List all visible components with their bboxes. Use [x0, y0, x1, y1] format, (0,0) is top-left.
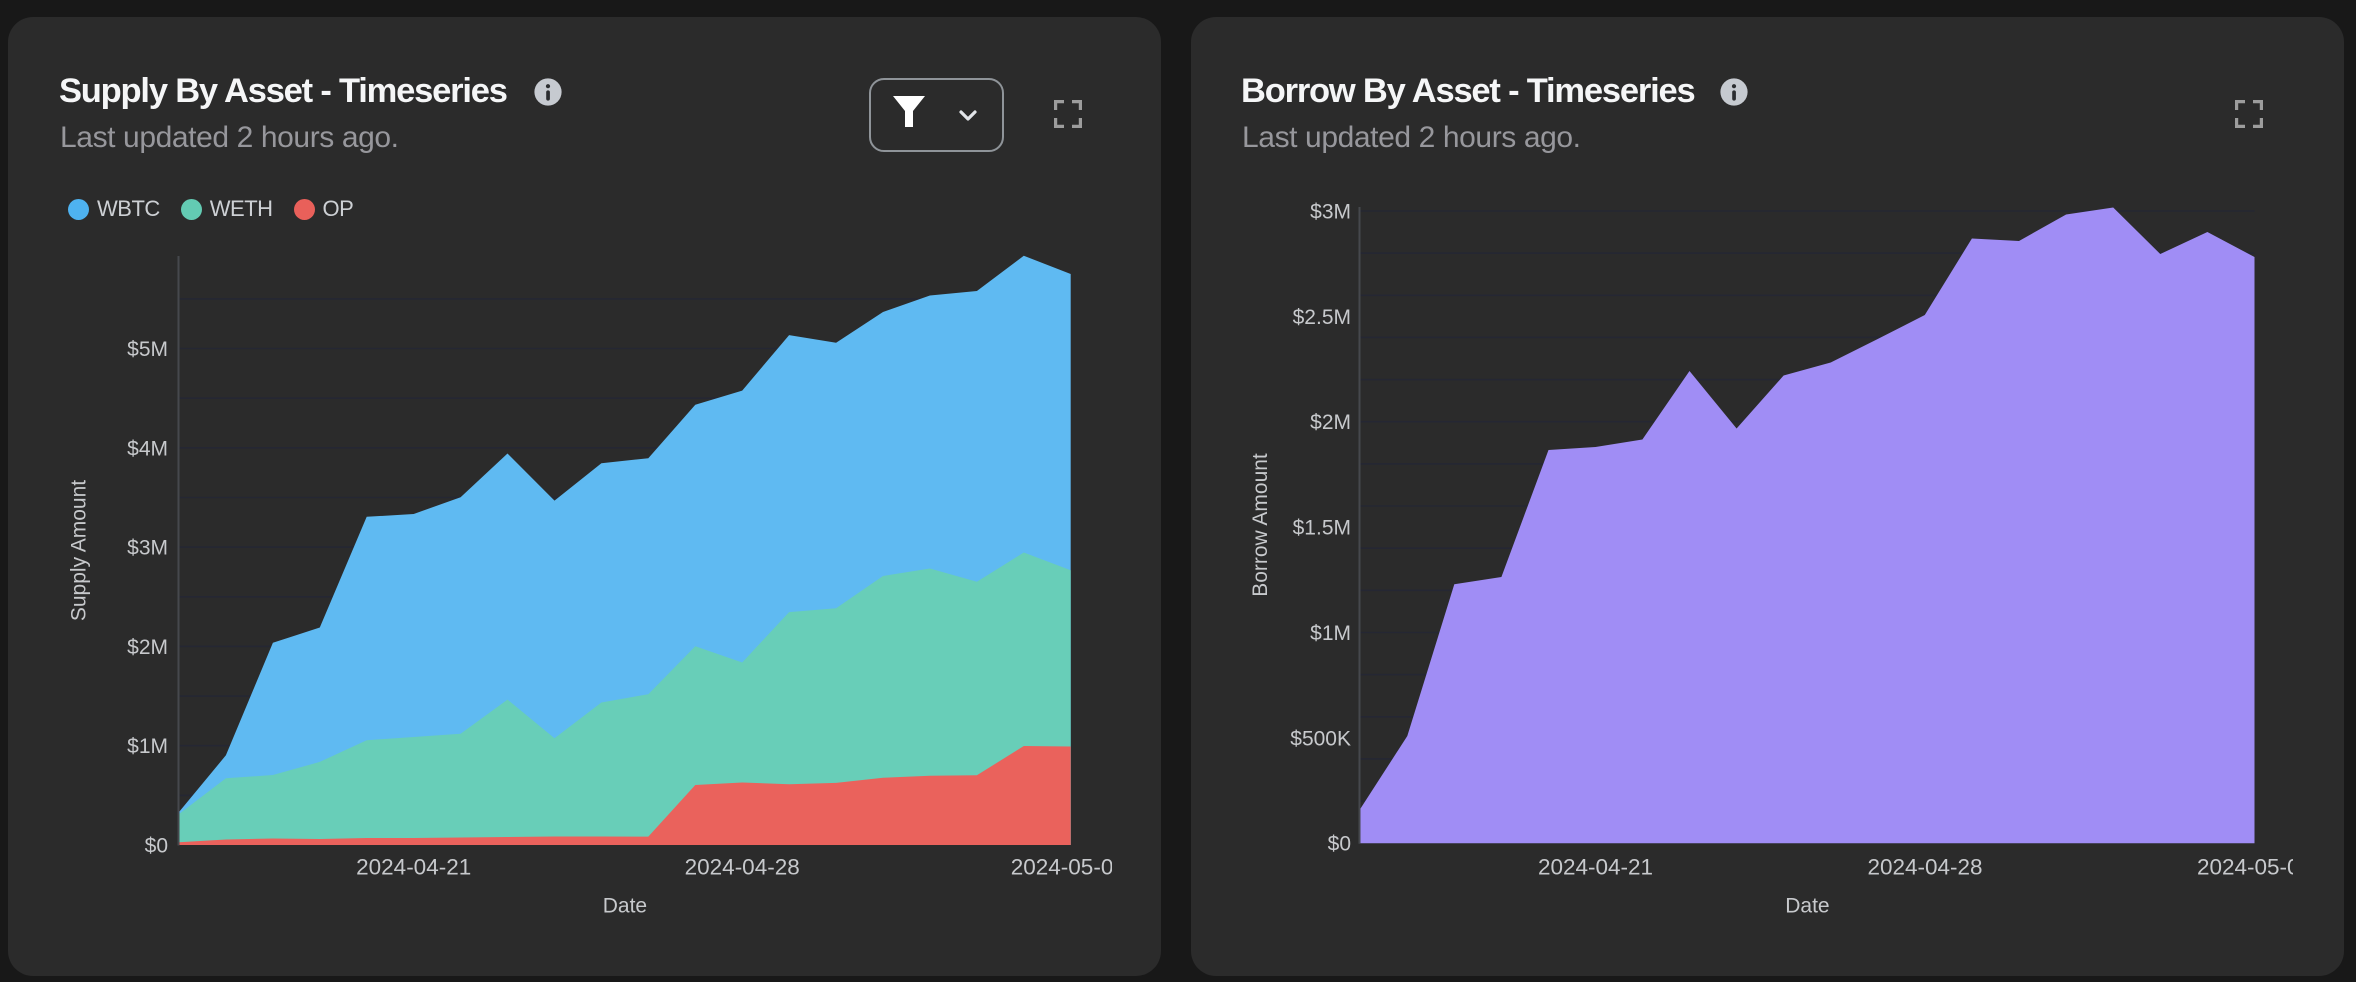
svg-text:$3M: $3M	[1310, 200, 1351, 223]
svg-text:$0: $0	[145, 835, 168, 858]
svg-text:2024-04-21: 2024-04-21	[1538, 855, 1653, 880]
svg-text:2024-05-05: 2024-05-05	[2197, 855, 2293, 880]
svg-text:2024-04-28: 2024-04-28	[685, 855, 800, 880]
svg-text:$1M: $1M	[127, 735, 168, 758]
svg-text:$3M: $3M	[127, 537, 168, 560]
svg-text:$5M: $5M	[127, 338, 168, 361]
svg-text:$2.5M: $2.5M	[1293, 306, 1351, 329]
svg-text:$1M: $1M	[1310, 622, 1351, 645]
svg-text:$4M: $4M	[127, 437, 168, 460]
svg-text:2024-04-28: 2024-04-28	[1867, 855, 1982, 880]
svg-text:$500K: $500K	[1290, 727, 1351, 750]
svg-text:Date: Date	[603, 895, 647, 918]
svg-text:$2M: $2M	[127, 636, 168, 659]
svg-text:2024-04-21: 2024-04-21	[356, 855, 471, 880]
svg-text:$1.5M: $1.5M	[1293, 517, 1351, 540]
svg-text:$2M: $2M	[1310, 411, 1351, 434]
svg-text:$0: $0	[1328, 833, 1351, 856]
svg-text:Date: Date	[1785, 895, 1829, 918]
svg-text:2024-05-05: 2024-05-05	[1011, 855, 1112, 880]
svg-text:Supply Amount: Supply Amount	[68, 480, 91, 621]
svg-text:Borrow Amount: Borrow Amount	[1249, 453, 1272, 597]
